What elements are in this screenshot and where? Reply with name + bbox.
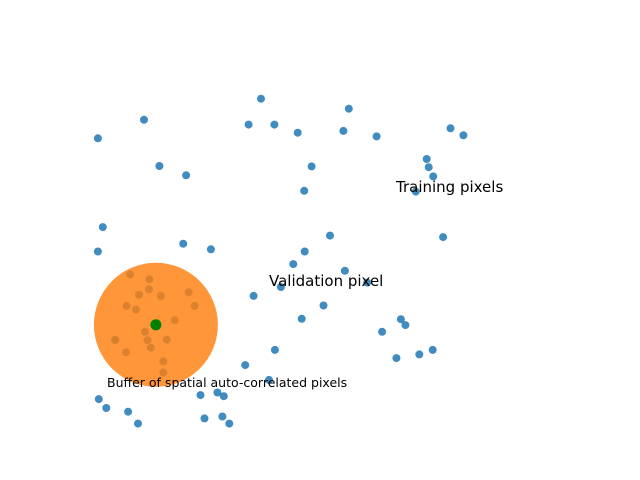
training-point <box>396 315 405 324</box>
training-point <box>93 134 102 143</box>
training-point <box>378 327 387 336</box>
validation-point <box>150 319 162 331</box>
training-point <box>429 172 438 181</box>
training-point <box>270 345 279 354</box>
training-point <box>134 419 142 428</box>
training-point <box>155 162 164 170</box>
training-point <box>98 223 107 232</box>
training-point <box>297 314 306 323</box>
training-point <box>270 120 279 129</box>
training-point <box>339 126 348 135</box>
training-point <box>428 345 437 354</box>
training-point <box>415 350 424 359</box>
training-point <box>124 407 133 416</box>
annotation-training-pixels: Training pixels <box>395 178 503 196</box>
training-point <box>411 187 420 196</box>
training-point <box>422 155 431 163</box>
training-point <box>326 231 334 240</box>
training-point <box>213 388 222 397</box>
training-point <box>289 260 298 269</box>
validation-point-marker <box>150 319 162 331</box>
training-point <box>265 375 273 384</box>
training-point <box>276 283 285 291</box>
training-point <box>196 391 205 400</box>
training-point <box>424 163 433 172</box>
training-point <box>300 247 309 256</box>
training-point <box>249 291 258 300</box>
annotation-buffer: Buffer of spatial auto-correlated pixels <box>107 375 347 390</box>
training-point <box>363 278 372 287</box>
training-point <box>241 361 250 370</box>
training-point <box>225 419 234 428</box>
training-point <box>340 266 349 275</box>
training-point <box>401 321 410 330</box>
training-point <box>307 162 316 171</box>
training-point <box>140 115 148 124</box>
annotation-validation-pixel: Validation pixel <box>269 272 383 290</box>
training-point <box>392 354 401 363</box>
training-point <box>182 171 191 180</box>
training-point <box>257 94 265 103</box>
training-point <box>219 392 228 401</box>
training-point <box>446 124 455 133</box>
training-point <box>94 395 103 404</box>
training-point <box>459 131 468 140</box>
training-point <box>218 412 227 421</box>
training-point <box>102 404 111 412</box>
training-point <box>244 120 253 129</box>
training-point <box>439 233 448 242</box>
training-point <box>200 414 209 423</box>
training-point <box>372 132 381 141</box>
training-point <box>319 301 328 310</box>
training-point <box>344 104 353 113</box>
training-point <box>300 186 309 195</box>
training-point <box>293 128 302 137</box>
training-point <box>206 245 215 254</box>
training-point <box>93 247 102 256</box>
training-point <box>179 239 188 248</box>
